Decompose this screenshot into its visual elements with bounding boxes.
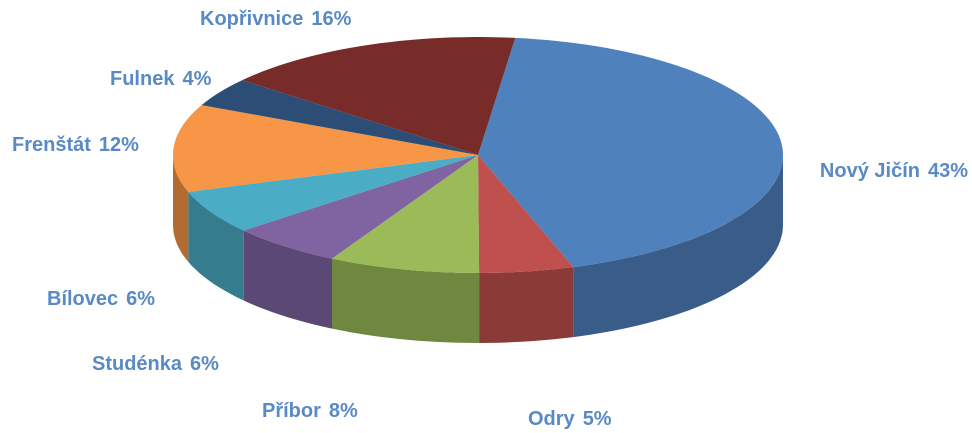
slice-top [242, 37, 516, 155]
label-category: Odry [528, 408, 576, 430]
label-category: Bílovec [47, 288, 118, 310]
data-label: Studénka 6% [92, 353, 219, 375]
label-category: Kopřivnice [200, 8, 303, 30]
slice [188, 155, 479, 301]
label-category: Příbor [262, 400, 321, 422]
slice-side [573, 155, 783, 338]
slice-top [201, 80, 478, 155]
slice [201, 80, 478, 155]
slice-top [188, 155, 479, 231]
slice-side [188, 191, 244, 301]
data-label: Příbor 8% [262, 400, 358, 422]
slice [242, 37, 516, 155]
slice-top [173, 105, 478, 192]
slice-side [479, 267, 574, 343]
slice [478, 37, 783, 338]
data-label: Odry 5% [528, 408, 612, 430]
slice [332, 155, 480, 343]
label-value: 8% [329, 400, 358, 422]
data-label: Fulnek 4% [110, 68, 212, 90]
slice [243, 155, 478, 329]
label-value: 6% [126, 288, 155, 310]
label-category: Fulnek [110, 68, 175, 90]
label-value: 5% [583, 408, 612, 430]
slice-side [243, 230, 332, 329]
slice-side [332, 258, 480, 343]
slice [478, 155, 574, 343]
data-label: Frenštát 12% [12, 134, 139, 156]
label-value: 12% [99, 134, 139, 156]
label-category: Frenštát [12, 134, 91, 156]
label-value: 16% [311, 8, 351, 30]
label-category: Studénka [92, 353, 183, 375]
slice [173, 105, 478, 262]
data-label: Nový Jičín 43% [820, 160, 968, 182]
slice-top [478, 155, 574, 273]
label-value: 4% [182, 68, 211, 90]
label-category: Nový Jičín [820, 160, 920, 182]
slice-side [173, 155, 189, 262]
data-label: Bílovec 6% [47, 288, 155, 310]
label-value: 6% [190, 353, 219, 375]
data-label: Kopřivnice 16% [200, 8, 352, 30]
slice-top [478, 37, 783, 268]
slice-top [243, 155, 478, 259]
slice-top [332, 155, 480, 273]
label-value: 43% [928, 160, 968, 182]
